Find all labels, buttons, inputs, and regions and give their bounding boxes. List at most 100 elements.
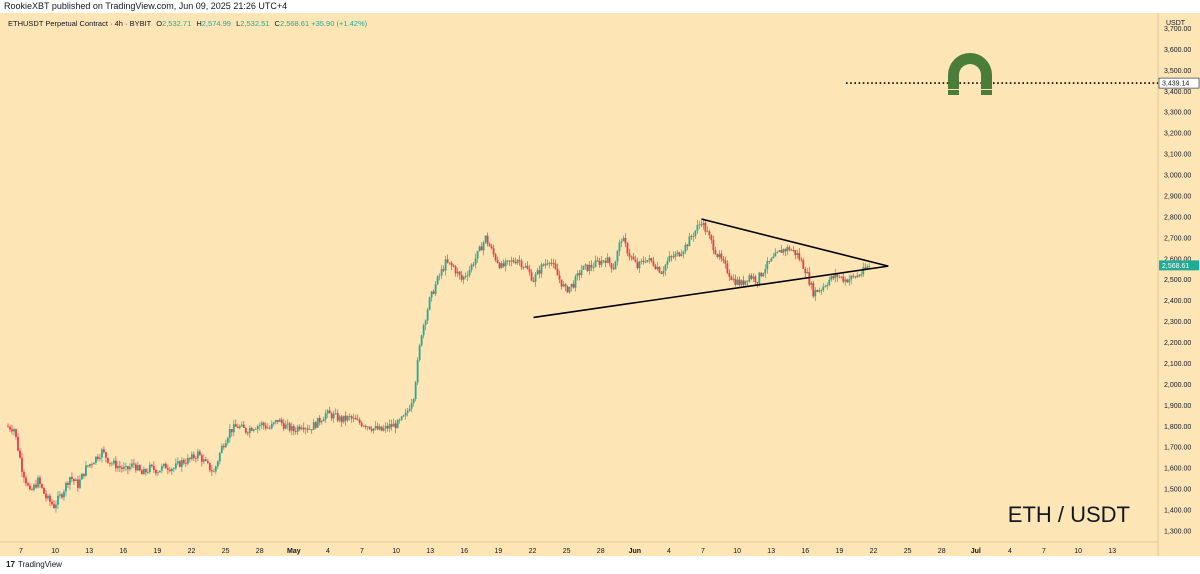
candle-body [474,258,477,265]
x-tick-label: Jul [971,548,981,555]
candle-body [692,236,695,238]
low-value: 2,532.51 [240,19,270,28]
candle-body [166,468,169,470]
candle-body [462,276,465,280]
candle-body [564,284,567,287]
candle-body [168,469,171,472]
candle-body [776,251,779,253]
candle-body [422,325,425,336]
candle-body [724,260,727,264]
candle-body [394,423,397,429]
candle-body [498,262,501,268]
candle-body [568,286,571,293]
candle-body [206,460,209,463]
candle-body [342,415,345,423]
candle-body [238,426,241,428]
y-tick-label: 2,100.00 [1164,361,1191,368]
candle-body [548,262,551,264]
candle-body [442,269,445,271]
candle-body [846,279,849,283]
candle-body [310,429,313,431]
candle-body [246,432,249,434]
candle-body [7,426,9,428]
candle-body [504,260,507,267]
tradingview-logo-icon[interactable]: 17 [6,560,15,569]
candle-body [148,464,151,472]
candle-body [486,235,489,244]
candle-body [780,250,783,253]
y-tick-label: 1,500.00 [1164,487,1191,494]
candle-body [214,466,217,472]
candle-body [484,235,487,243]
candle-body [276,419,279,422]
candle-body [150,464,153,466]
candle-body [272,422,275,424]
candle-body [244,427,247,433]
target-price-label: 3,439.14 [1162,81,1189,88]
candle-body [718,253,721,257]
candle-body [432,291,435,294]
candle-body [204,459,207,461]
x-tick-label: 16 [119,548,127,555]
candle-body [732,278,735,280]
candle-body [488,243,491,247]
candle-body [250,428,253,431]
x-tick-label: 22 [870,548,878,555]
candle-body [660,272,663,274]
candle-body [158,470,161,473]
candle-body [734,278,737,285]
candle-body [802,260,805,269]
candle-body [388,424,391,429]
close-key: C [274,19,280,28]
candle-body [35,484,37,488]
candle-body [408,408,411,411]
brand-label[interactable]: TradingView [17,560,62,569]
x-tick-label: 25 [904,548,912,555]
candle-body [312,422,315,430]
candle-body [674,253,677,257]
candle-body [402,415,405,417]
candle-body [69,477,71,485]
candle-body [438,275,441,277]
candle-body [240,424,243,427]
y-tick-label: 1,700.00 [1164,445,1191,452]
candle-body [53,504,55,509]
candle-body [274,419,277,423]
candle-body [428,297,431,310]
candle-body [726,263,729,273]
candle-body [552,263,555,264]
candle-body [440,269,443,276]
candle-body [404,412,407,416]
candle-body [620,241,623,243]
candle-body [696,225,699,231]
symbol-label[interactable]: ETHUSDT Perpetual Contract · 4h · BYBIT [8,19,152,28]
candle-body [156,472,159,474]
currency-label: USDT [1166,20,1186,27]
candle-body [61,494,63,498]
candle-body [866,266,869,269]
price-axis-panel [1158,13,1200,556]
candle-body [642,260,645,263]
candle-body [208,462,211,471]
candle-body [186,457,189,464]
candle-body [516,260,519,264]
candle-body [33,484,35,490]
candle-body [264,425,267,429]
candle-body [334,412,337,414]
candle-body [306,428,309,430]
candle-body [778,250,781,252]
candle-body [113,460,115,464]
candle-body [756,281,759,284]
candle-body [766,260,769,270]
candle-body [654,265,657,270]
candle-body [820,290,823,291]
candle-body [668,256,671,262]
candle-body [188,457,191,460]
magnet-icon[interactable] [948,53,992,95]
candle-body [680,254,683,257]
candle-body [508,260,511,262]
y-tick-label: 1,600.00 [1164,466,1191,473]
x-tick-label: 25 [563,548,571,555]
candle-body [644,261,647,263]
